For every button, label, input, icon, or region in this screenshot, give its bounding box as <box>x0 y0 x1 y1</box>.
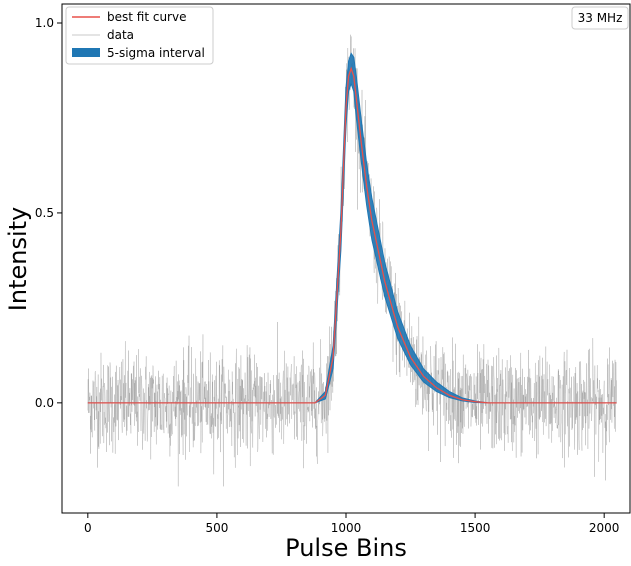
legend-box <box>65 6 214 65</box>
legend: best fit curve data 5-sigma interval <box>65 6 214 65</box>
legend-label-best-fit: best fit curve <box>107 10 186 24</box>
x-tick-label: 0 <box>84 521 92 535</box>
sigma-interval-band <box>87 52 617 404</box>
y-axis-label: Intensity <box>4 207 32 311</box>
x-tick-label: 2000 <box>589 521 620 535</box>
x-axis-label: Pulse Bins <box>285 534 407 562</box>
legend-label-data: data <box>107 28 134 42</box>
legend-swatch-interval <box>72 48 100 57</box>
x-axis-ticks: 0 500 1000 1500 2000 <box>84 513 619 535</box>
y-axis-ticks: 0.0 0.5 1.0 <box>35 16 62 410</box>
frequency-box <box>571 6 629 30</box>
x-tick-label: 500 <box>205 521 228 535</box>
y-tick-label: 0.0 <box>35 396 54 410</box>
plot-layer <box>87 34 617 487</box>
data-series-line <box>87 34 617 487</box>
y-tick-label: 1.0 <box>35 16 54 30</box>
frequency-label: 33 MHz <box>578 11 623 25</box>
best-fit-curve <box>87 66 617 404</box>
x-tick-label: 1500 <box>460 521 491 535</box>
y-tick-label: 0.5 <box>35 206 54 220</box>
legend-label-interval: 5-sigma interval <box>107 46 205 60</box>
x-tick-label: 1000 <box>331 521 362 535</box>
frequency-annotation: 33 MHz <box>571 6 629 30</box>
